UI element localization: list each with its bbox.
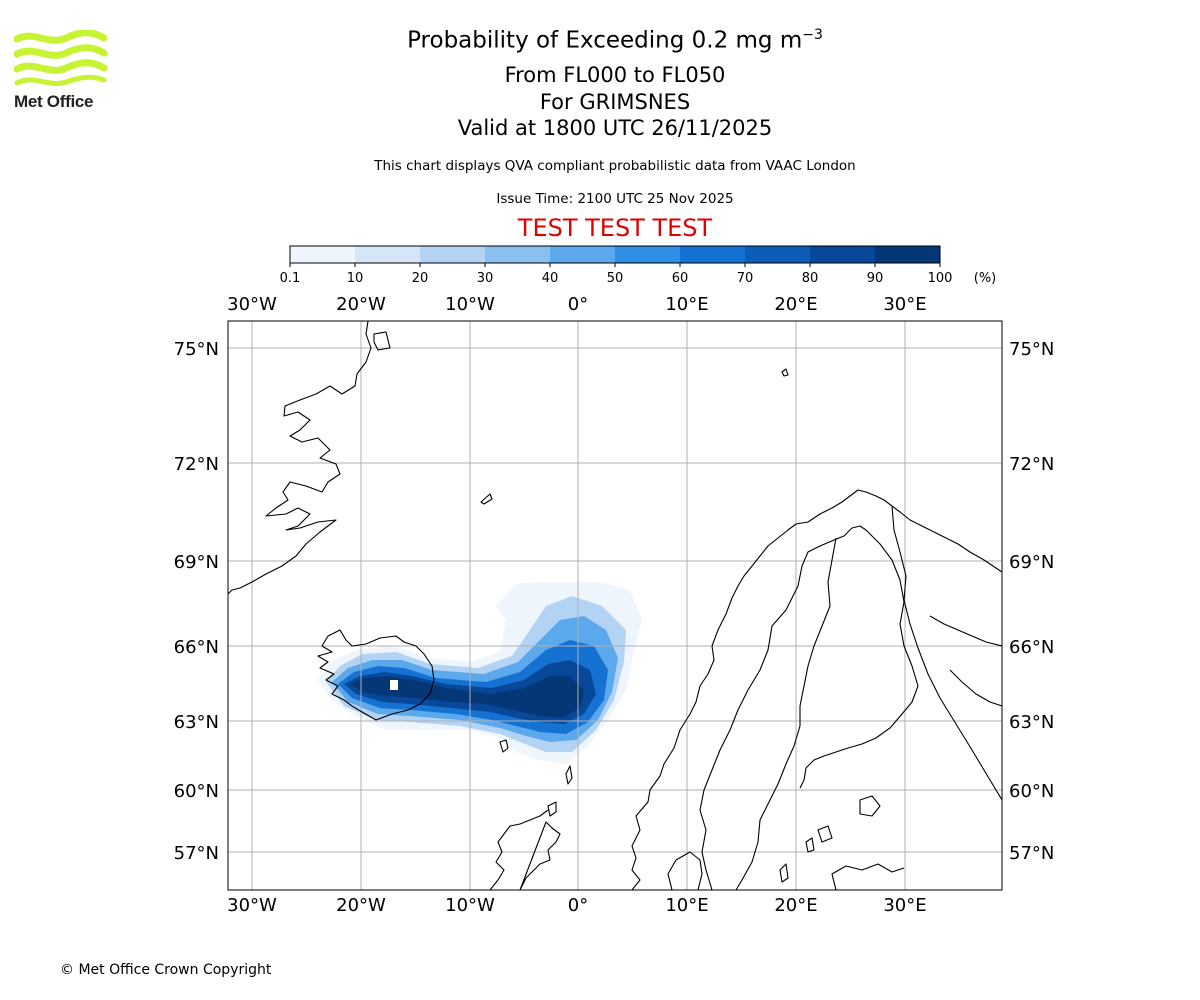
latitude-label: 57°N (174, 843, 219, 864)
longitude-label: 10°E (665, 294, 708, 315)
colorbar-cell (420, 246, 485, 263)
coastlines (228, 321, 1002, 890)
colorbar-cell (355, 246, 420, 263)
valid-time: Valid at 1800 UTC 26/11/2025 (457, 116, 773, 140)
logo-text: Met Office (14, 92, 94, 111)
map-frame (227, 320, 1003, 891)
scotland-coast (489, 809, 561, 890)
copyright-notice: © Met Office Crown Copyright (60, 962, 272, 978)
longitude-label: 30°E (883, 895, 926, 916)
colorbar-cell (550, 246, 615, 263)
colorbar-tick-label: 40 (542, 271, 559, 286)
issue-time: Issue Time: 2100 UTC 25 Nov 2025 (496, 191, 734, 207)
longitude-label: 20°E (774, 895, 817, 916)
longitude-label: 10°E (665, 895, 708, 916)
colorbar-unit: (%) (974, 271, 997, 286)
latitude-label: 69°N (174, 552, 219, 573)
colorbar-tick-label: 20 (412, 271, 429, 286)
latitude-label: 63°N (1009, 712, 1054, 733)
chart-title: Probability of Exceeding 0.2 mg m−3 (407, 27, 823, 54)
latitude-label: 72°N (1009, 454, 1054, 475)
jan-mayen (480, 493, 493, 505)
met-office-logo: Met Office (13, 29, 109, 112)
latitude-label: 60°N (174, 781, 219, 802)
latitude-label: 69°N (1009, 552, 1054, 573)
map-panel: 30°W 20°W 10°W 0° 10°E 20°E 30°E 30°W 20°W 10°W 0… (174, 294, 1055, 916)
longitude-label: 20°W (336, 294, 386, 315)
greenland-coast (228, 321, 372, 595)
latitude-label: 60°N (1009, 781, 1054, 802)
latitude-label: 72°N (174, 454, 219, 475)
greenland-coast-north (373, 331, 391, 351)
ash-probability-plume (318, 582, 642, 764)
colorbar-cell (875, 246, 940, 263)
longitude-label: 10°W (445, 294, 495, 315)
latitude-label: 63°N (174, 712, 219, 733)
longitude-label: 0° (568, 294, 588, 315)
latitude-label: 66°N (1009, 637, 1054, 658)
gotland (779, 863, 789, 883)
longitude-label: 30°E (883, 294, 926, 315)
longitude-label: 0° (568, 895, 588, 916)
colorbar-tick-label: 10 (347, 271, 364, 286)
faroe-islands (499, 739, 509, 753)
colorbar-tick-label: 70 (737, 271, 754, 286)
plume-probability-band (350, 676, 584, 718)
shetland (565, 765, 573, 785)
iceland-coast (317, 629, 435, 721)
longitude-label: 20°W (336, 895, 386, 916)
longitude-label: 30°W (227, 895, 277, 916)
colorbar-cell (615, 246, 680, 263)
colorbar-tick-label: 0.1 (280, 271, 301, 286)
test-banner: TEST TEST TEST (517, 214, 713, 242)
colorbar-tick-label: 60 (672, 271, 689, 286)
latitude-label: 57°N (1009, 843, 1054, 864)
denmark-coast (667, 851, 703, 890)
norway-coast (631, 489, 1002, 890)
latitude-label: 75°N (1009, 339, 1054, 360)
colorbar-cell (745, 246, 810, 263)
latitude-label: 75°N (174, 339, 219, 360)
plume-gap (390, 680, 398, 690)
colorbar-cell (810, 246, 875, 263)
met-office-waves-icon (13, 29, 108, 86)
finland-russia-border (891, 505, 1002, 801)
colorbar-tick-label: 80 (802, 271, 819, 286)
disclaimer-text: This chart displays QVA compliant probab… (374, 158, 856, 174)
finland-coast (799, 529, 919, 789)
longitude-label: 10°W (445, 895, 495, 916)
gulf-of-bothnia (735, 537, 837, 890)
baltic-coast (805, 795, 905, 890)
colorbar-tick-label: 100 (928, 271, 953, 286)
colorbar-tick-label: 50 (607, 271, 624, 286)
latitude-label: 66°N (174, 637, 219, 658)
colorbar-tick-label: 30 (477, 271, 494, 286)
bear-island (781, 368, 789, 377)
longitude-label: 20°E (774, 294, 817, 315)
graticule (228, 321, 1002, 890)
colorbar: 0.1 10 20 30 40 50 60 70 80 90 100 (%) (280, 245, 997, 286)
colorbar-tick-label: 90 (867, 271, 884, 286)
volcano-name: For GRIMSNES (539, 90, 691, 114)
colorbar-cell (680, 246, 745, 263)
colorbar-cell (290, 246, 355, 263)
flight-level-range: From FL000 to FL050 (504, 63, 726, 87)
kola-peninsula (929, 615, 1002, 707)
orkney (547, 801, 557, 817)
colorbar-cell (485, 246, 550, 263)
longitude-label: 30°W (227, 294, 277, 315)
